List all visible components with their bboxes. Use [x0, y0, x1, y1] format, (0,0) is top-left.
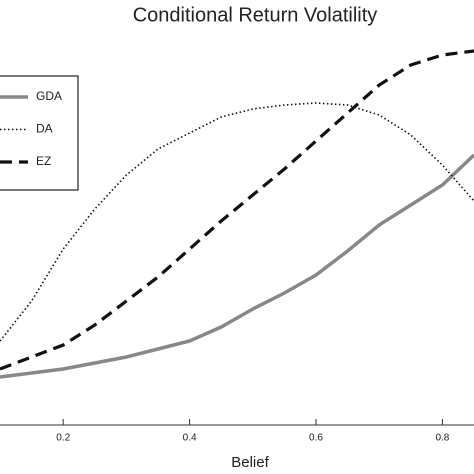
series-line: [0, 153, 474, 379]
legend-label: EZ: [36, 154, 51, 168]
series-line: [0, 102, 474, 342]
legend: [0, 75, 79, 191]
x-tick-label: 0.2: [56, 433, 70, 444]
x-axis-label: Belief: [231, 454, 269, 471]
x-tick-label: 0.8: [435, 433, 449, 444]
x-tick-label: 0.4: [183, 433, 197, 444]
legend-label: DA: [36, 122, 53, 136]
series-line: [0, 49, 474, 371]
x-tick-label: 0.6: [309, 433, 323, 444]
legend-label: GDA: [36, 89, 62, 103]
chart-title: Conditional Return Volatility: [133, 4, 378, 26]
